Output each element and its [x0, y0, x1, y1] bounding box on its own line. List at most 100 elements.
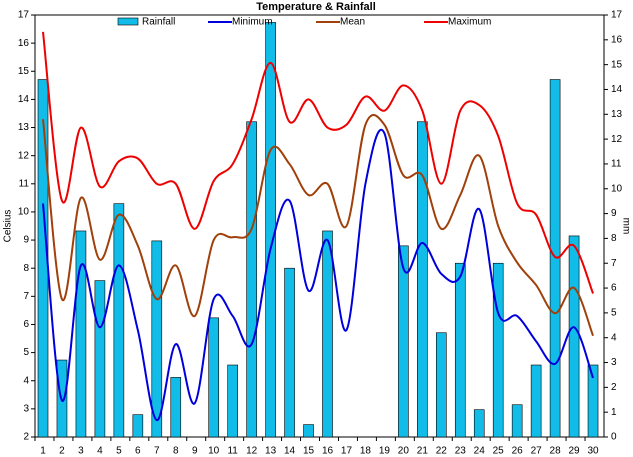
- x-tick-label: 22: [436, 446, 448, 457]
- y2-tick-label: 6: [611, 283, 617, 294]
- chart-title: Temperature & Rainfall: [256, 1, 376, 13]
- bar: [417, 121, 428, 438]
- bar: [492, 262, 504, 438]
- bar: [227, 364, 238, 438]
- bar: [587, 364, 599, 438]
- bar: [113, 203, 125, 438]
- line: [42, 114, 594, 337]
- x-tick-label: 19: [379, 446, 391, 457]
- x-tick-label: 1: [40, 446, 46, 457]
- y2-tick-label: 1: [611, 407, 617, 418]
- y-tick-label: 9: [23, 235, 29, 246]
- bar: [132, 414, 144, 438]
- bar: [208, 317, 219, 438]
- x-tick-label: 7: [154, 446, 160, 457]
- y-tick-label: 3: [23, 404, 29, 415]
- y-tick-label: 17: [18, 10, 30, 21]
- bar: [454, 262, 466, 438]
- y-tick-label: 14: [18, 94, 30, 105]
- x-tick-label: 21: [417, 446, 429, 457]
- y-tick-label: 6: [23, 319, 29, 330]
- line: [42, 128, 594, 422]
- x-tick-label: 13: [265, 446, 277, 457]
- x-tick-label: 29: [569, 446, 581, 457]
- legend-label: Maximum: [448, 17, 491, 28]
- y-tick-label: 11: [19, 178, 30, 189]
- legend-label: Mean: [340, 17, 365, 28]
- bar: [303, 424, 314, 438]
- x-tick-label: 16: [322, 446, 334, 457]
- bar: [473, 409, 485, 438]
- x-tick-label: 2: [59, 446, 65, 457]
- y2-tick-label: 10: [611, 183, 623, 194]
- y2-tick-label: 15: [611, 59, 623, 70]
- y-tick-label: 12: [18, 150, 30, 161]
- x-tick-label: 20: [398, 446, 410, 457]
- x-tick-label: 3: [78, 446, 84, 457]
- y2-tick-label: 11: [611, 159, 622, 170]
- x-tick-label: 27: [531, 446, 543, 457]
- y2-tick-label: 0: [611, 432, 617, 443]
- x-tick-label: 26: [512, 446, 524, 457]
- y-tick-label: 7: [23, 291, 29, 302]
- y-tick-label: 13: [18, 122, 30, 133]
- bar: [530, 364, 542, 438]
- legend-label: Minimum: [232, 17, 273, 28]
- x-tick-label: 15: [303, 446, 315, 457]
- y2-tick-label: 5: [611, 308, 617, 319]
- y-axis-label: Celsius: [3, 210, 14, 243]
- bar: [75, 230, 87, 438]
- x-tick-label: 30: [587, 446, 599, 457]
- x-tick-label: 18: [360, 446, 372, 457]
- x-tick-label: 11: [227, 446, 238, 457]
- y-tick-label: 16: [18, 38, 30, 49]
- y2-tick-label: 3: [611, 357, 617, 368]
- y-tick-label: 2: [23, 432, 29, 443]
- bar: [322, 230, 333, 438]
- y-tick-label: 5: [23, 347, 29, 358]
- x-tick-label: 24: [474, 446, 486, 457]
- legend-label: Rainfall: [142, 17, 175, 28]
- y2-tick-label: 7: [611, 258, 617, 269]
- y2-tick-label: 16: [611, 34, 623, 45]
- y2-tick-label: 8: [611, 233, 617, 244]
- x-tick-label: 9: [192, 446, 198, 457]
- bar: [170, 377, 182, 438]
- y2-tick-label: 9: [611, 208, 617, 219]
- x-tick-label: 25: [493, 446, 505, 457]
- line: [42, 31, 594, 294]
- y2-tick-label: 12: [611, 134, 623, 145]
- bar: [568, 235, 580, 438]
- x-tick-label: 10: [208, 446, 220, 457]
- x-tick-label: 5: [116, 446, 122, 457]
- x-tick-label: 17: [341, 446, 353, 457]
- bar: [151, 240, 163, 438]
- y-tick-label: 4: [23, 375, 29, 386]
- y-tick-label: 8: [23, 263, 29, 274]
- y2-tick-label: 17: [611, 10, 623, 21]
- x-tick-label: 28: [550, 446, 562, 457]
- y-tick-label: 15: [18, 66, 30, 77]
- x-tick-label: 14: [284, 446, 296, 457]
- bar: [549, 79, 561, 438]
- x-tick-label: 12: [246, 446, 258, 457]
- x-tick-label: 4: [97, 446, 103, 457]
- y2-tick-label: 4: [611, 332, 617, 343]
- bar: [511, 404, 523, 438]
- y2-axis-label: mm: [620, 218, 631, 235]
- x-tick-label: 23: [455, 446, 467, 457]
- bar: [284, 267, 295, 438]
- y2-tick-label: 2: [611, 382, 617, 393]
- x-tick-label: 6: [135, 446, 141, 457]
- y-tick-label: 10: [18, 207, 30, 218]
- x-tick-label: 8: [173, 446, 179, 457]
- y2-tick-label: 13: [611, 109, 623, 120]
- bar: [435, 332, 447, 438]
- bar: [246, 121, 257, 438]
- bar: [398, 245, 409, 438]
- bar: [94, 280, 106, 438]
- y2-tick-label: 14: [611, 84, 623, 95]
- bar: [265, 22, 276, 438]
- legend-swatch: [117, 17, 139, 26]
